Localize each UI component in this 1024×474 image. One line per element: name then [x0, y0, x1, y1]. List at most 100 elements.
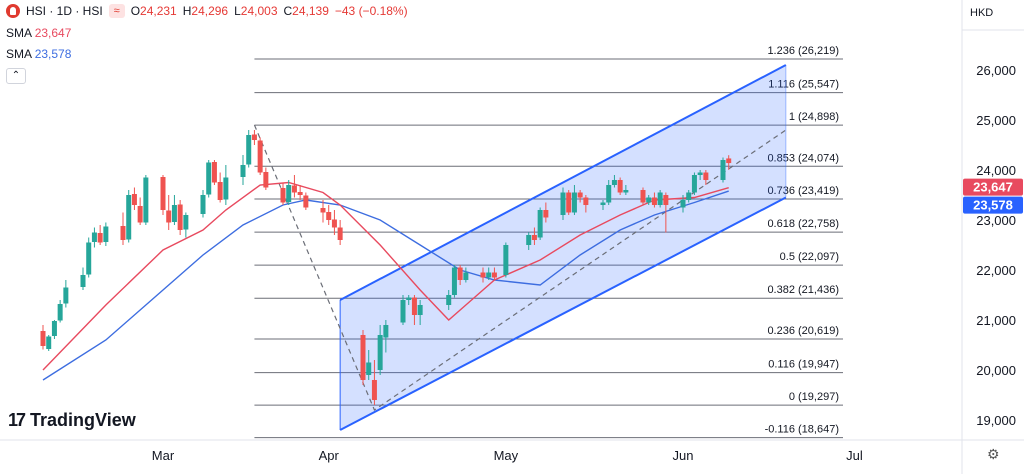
candle[interactable] — [703, 170, 709, 185]
candle[interactable] — [726, 155, 732, 170]
candle[interactable] — [463, 267, 469, 283]
candle[interactable] — [531, 227, 537, 246]
candle[interactable] — [606, 180, 612, 205]
candle[interactable] — [80, 267, 86, 291]
candle[interactable] — [297, 185, 303, 200]
candle[interactable] — [240, 155, 246, 185]
candle[interactable] — [457, 265, 463, 285]
candle[interactable] — [663, 192, 669, 233]
candle[interactable] — [246, 130, 252, 168]
candle[interactable] — [560, 187, 566, 221]
candle[interactable] — [206, 160, 212, 198]
gear-icon[interactable]: ⚙ — [987, 446, 1000, 462]
candle[interactable] — [263, 167, 269, 191]
candle[interactable] — [200, 190, 206, 218]
price-label-badge: 23,578 — [963, 196, 1023, 214]
candle[interactable] — [320, 200, 326, 223]
candle[interactable] — [720, 157, 726, 183]
candle[interactable] — [303, 192, 309, 211]
candle[interactable] — [503, 242, 509, 278]
candle[interactable] — [383, 320, 389, 353]
candle[interactable] — [600, 200, 606, 210]
fibonacci-retracement[interactable]: 1.236 (26,219) 1.116 (25,547) 1 (24,898) 0.… — [254, 45, 843, 439]
candle[interactable] — [446, 290, 452, 310]
candle[interactable] — [537, 207, 543, 241]
candle[interactable] — [583, 195, 589, 213]
parallel-channel[interactable] — [253, 64, 787, 431]
candle[interactable] — [251, 130, 257, 145]
candle[interactable] — [183, 212, 189, 238]
currency-label[interactable]: HKD — [970, 7, 994, 19]
candle[interactable] — [646, 195, 652, 205]
candle[interactable] — [103, 222, 109, 247]
candle[interactable] — [577, 190, 583, 203]
symbol-title[interactable]: HSI · 1D · HSI — [26, 4, 103, 18]
candle[interactable] — [566, 190, 572, 215]
candle[interactable] — [280, 182, 286, 206]
candle[interactable] — [177, 200, 183, 235]
chevron-up-icon[interactable]: ⌃ — [6, 68, 26, 84]
candle[interactable] — [451, 265, 457, 298]
candle[interactable] — [217, 172, 223, 203]
candle[interactable] — [651, 192, 657, 208]
candle[interactable] — [137, 197, 143, 226]
trend-line[interactable] — [253, 124, 787, 411]
candle[interactable] — [371, 360, 377, 405]
candle[interactable] — [526, 232, 532, 251]
candle[interactable] — [366, 350, 372, 380]
candle[interactable] — [40, 325, 46, 350]
candle[interactable] — [543, 202, 549, 223]
candle[interactable] — [211, 160, 217, 185]
channel-lower-line[interactable] — [339, 196, 787, 431]
candle[interactable] — [640, 187, 646, 206]
channel-upper-line[interactable] — [339, 64, 787, 301]
candle[interactable] — [491, 267, 497, 281]
candle[interactable] — [131, 187, 137, 211]
candle[interactable] — [86, 237, 92, 278]
market-status-icon[interactable]: ≈ — [108, 4, 125, 18]
candle[interactable] — [120, 212, 126, 246]
candle[interactable] — [360, 330, 366, 385]
candle[interactable] — [337, 220, 343, 245]
candle[interactable] — [486, 267, 492, 281]
candle[interactable] — [571, 185, 577, 215]
candle[interactable] — [623, 185, 629, 195]
candle[interactable] — [63, 280, 69, 308]
candle[interactable] — [686, 190, 692, 203]
candle[interactable] — [97, 225, 103, 245]
candle[interactable] — [406, 295, 412, 305]
indicator-value: 23,647 — [34, 26, 72, 40]
candle[interactable] — [171, 195, 177, 225]
candle[interactable] — [223, 165, 229, 205]
candle-body — [577, 192, 583, 198]
candle[interactable] — [291, 175, 297, 198]
candlesticks[interactable] — [40, 130, 732, 405]
candle[interactable] — [611, 175, 617, 188]
candle[interactable] — [400, 295, 406, 325]
indicator-sma-slow[interactable]: SMA 23,578 — [6, 47, 71, 61]
indicator-sma-fast[interactable]: SMA 23,647 — [6, 26, 71, 40]
candle[interactable] — [160, 175, 166, 215]
candle[interactable] — [377, 325, 383, 375]
candle[interactable] — [617, 177, 623, 196]
candle[interactable] — [680, 195, 686, 213]
candle[interactable] — [91, 227, 97, 248]
candle[interactable] — [417, 300, 423, 325]
candle[interactable] — [46, 335, 52, 351]
candle[interactable] — [126, 190, 132, 243]
candle[interactable] — [326, 205, 332, 225]
candle[interactable] — [143, 175, 149, 225]
candle[interactable] — [331, 210, 337, 235]
candle[interactable] — [166, 195, 172, 230]
candle-body — [360, 335, 366, 380]
candle[interactable] — [57, 300, 63, 323]
candle[interactable] — [257, 137, 263, 176]
candle[interactable] — [657, 190, 663, 208]
candle[interactable] — [691, 172, 697, 196]
candle[interactable] — [286, 180, 292, 205]
candle[interactable] — [51, 320, 57, 339]
candle[interactable] — [411, 295, 417, 325]
candle[interactable] — [480, 267, 486, 283]
candle[interactable] — [697, 170, 703, 180]
